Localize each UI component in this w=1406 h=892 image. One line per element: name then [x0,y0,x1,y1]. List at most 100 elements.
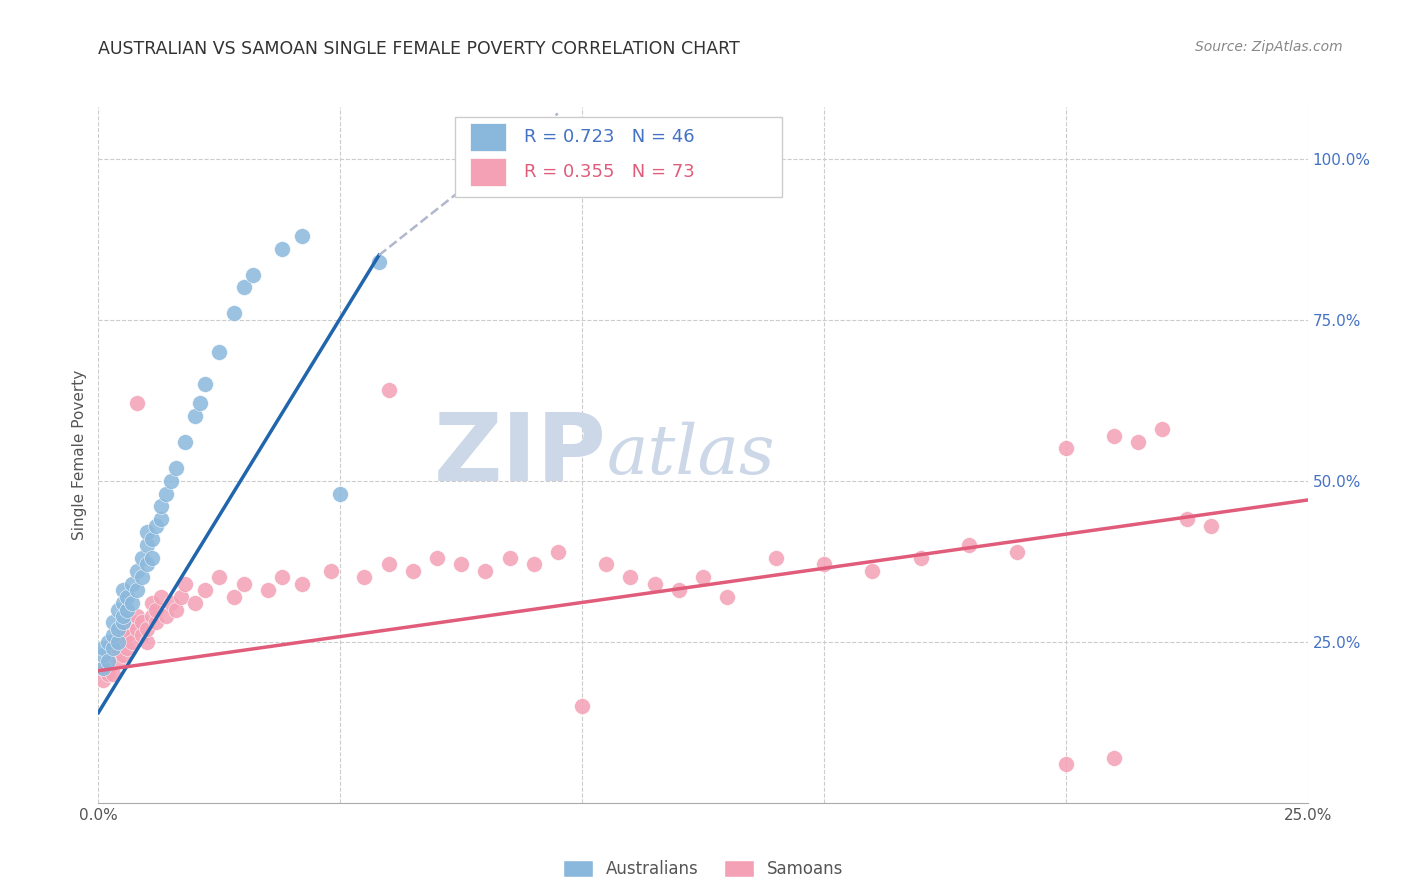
Point [91,673,114,688]
Point [329,486,352,500]
Point [150,512,173,526]
Point [141,551,163,566]
Point [97,654,120,668]
Point [1128,435,1150,450]
Point [377,384,399,398]
Point [1175,512,1198,526]
Point [111,634,134,648]
Point [145,602,167,616]
Point [91,660,114,674]
Point [194,583,217,598]
Text: atlas: atlas [606,422,775,488]
Text: R = 0.723   N = 46: R = 0.723 N = 46 [524,128,695,146]
Point [571,699,593,714]
Text: AUSTRALIAN VS SAMOAN SINGLE FEMALE POVERTY CORRELATION CHART: AUSTRALIAN VS SAMOAN SINGLE FEMALE POVER… [98,40,740,58]
Point [111,596,134,610]
Point [256,583,278,598]
Point [222,306,245,320]
Point [111,622,134,636]
Point [107,602,129,616]
Point [121,634,143,648]
Bar [456,118,782,197]
Point [1007,544,1029,558]
Point [1152,422,1174,436]
Point [860,564,883,578]
Point [716,590,738,604]
Point [107,634,129,648]
Point [668,583,690,598]
Point [222,590,245,604]
Point [127,396,149,410]
Text: ZIP: ZIP [433,409,606,501]
Point [145,615,167,630]
Point [169,590,191,604]
Bar [470,158,506,186]
Point [498,551,520,566]
Point [111,615,134,630]
Point [107,654,129,668]
Point [101,628,124,642]
Text: Source: ZipAtlas.com: Source: ZipAtlas.com [1195,40,1343,54]
Point [765,551,787,566]
Point [242,268,264,282]
Point [474,564,496,578]
Point [97,654,120,668]
Point [1199,518,1222,533]
Point [101,641,124,656]
Point [595,558,617,572]
Point [131,570,153,584]
Point [957,538,980,552]
Point [174,435,197,450]
Point [127,583,149,598]
Point [127,622,149,636]
Point [117,590,139,604]
Point [127,564,149,578]
Point [1102,750,1125,764]
Point [155,609,177,624]
Point [111,609,134,624]
Point [135,525,157,540]
Y-axis label: Single Female Poverty: Single Female Poverty [72,370,87,540]
Point [188,396,211,410]
Point [547,544,569,558]
Point [117,641,139,656]
Point [91,648,114,662]
Point [101,648,124,662]
Point [111,583,134,598]
Point [97,667,120,681]
Point [271,570,294,584]
Point [101,634,124,648]
Point [1054,757,1077,772]
Point [131,615,153,630]
Point [232,576,254,591]
Point [111,648,134,662]
Text: R = 0.355   N = 73: R = 0.355 N = 73 [524,162,695,181]
Point [117,602,139,616]
Point [368,254,391,268]
Point [135,634,157,648]
Point [644,576,666,591]
Point [165,602,187,616]
Bar [470,123,506,151]
Point [135,558,157,572]
Point [377,558,399,572]
Point [619,570,641,584]
Point [135,538,157,552]
Point [523,558,546,572]
Point [141,609,163,624]
Point [271,242,294,256]
Point [131,628,153,642]
Point [174,576,197,591]
Point [1102,428,1125,442]
Point [121,615,143,630]
Point [450,558,472,572]
Point [184,596,207,610]
Point [290,228,312,243]
Point [101,615,124,630]
Point [208,570,231,584]
Point [184,409,207,424]
Point [208,344,231,359]
Point [150,500,173,514]
Point [160,596,183,610]
Point [165,460,187,475]
